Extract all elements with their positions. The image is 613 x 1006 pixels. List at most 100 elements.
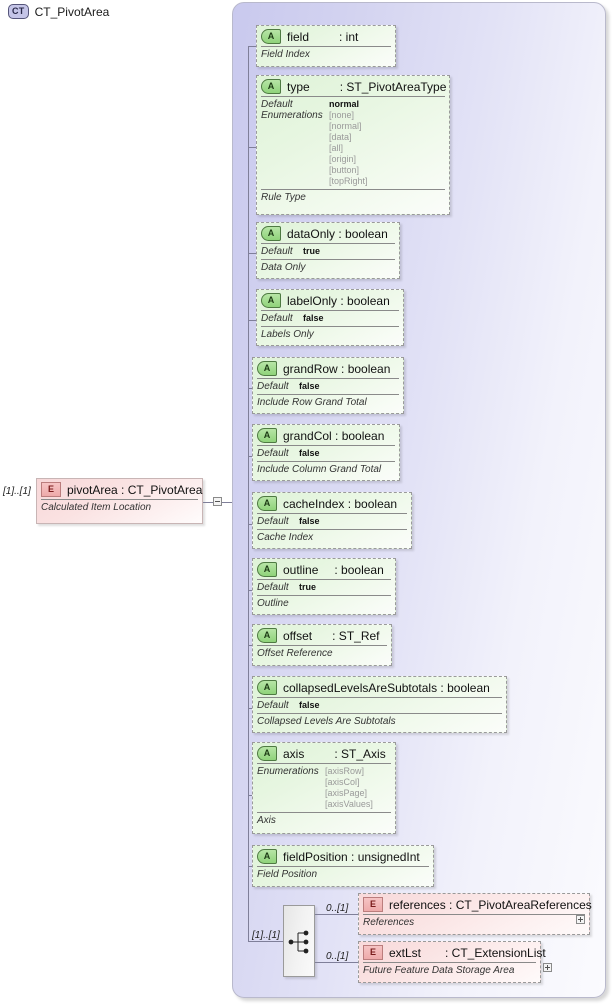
attribute-badge-icon: A xyxy=(257,562,277,577)
attribute-spine xyxy=(248,46,249,941)
rule-value-default: false xyxy=(299,700,320,710)
attribute-badge-icon: A xyxy=(257,746,277,761)
attribute-name-outline: outline xyxy=(283,562,319,577)
enum-value: [axisCol] xyxy=(325,777,360,787)
attribute-header-axis: A axis : ST_Axis xyxy=(253,743,395,763)
attribute-doc-outline: Outline xyxy=(257,595,391,612)
attribute-rules-cacheindex: Default false xyxy=(257,513,407,529)
connector-attr-dataonly xyxy=(248,253,256,254)
attribute-name-axis: axis xyxy=(283,746,305,761)
enum-value: [axisPage] xyxy=(325,788,368,798)
attribute-doc-fieldposition: Field Position xyxy=(257,866,429,883)
attribute-doc-axis: Axis xyxy=(257,812,391,829)
attribute-name-offset: offset xyxy=(283,628,313,643)
attribute-badge-icon: A xyxy=(257,680,277,695)
attribute-doc-type: Rule Type xyxy=(261,189,445,206)
element-box-extlst[interactable]: E extLst : CT_ExtensionList Future Featu… xyxy=(358,941,546,983)
attribute-name-type: type xyxy=(287,79,310,94)
rule-label-default: Default xyxy=(257,516,289,527)
attribute-box-cacheindex[interactable]: A cacheIndex : boolean Default false Cac… xyxy=(252,492,412,549)
attribute-box-field[interactable]: A field : int Field Index xyxy=(256,25,396,67)
collapse-toggle-root[interactable] xyxy=(213,497,222,506)
enum-value: [normal] xyxy=(329,121,362,131)
enum-value: [none] xyxy=(329,110,355,120)
attribute-name-field: field xyxy=(287,29,310,44)
attribute-box-outline[interactable]: A outline : boolean Default true Outline xyxy=(252,558,396,615)
attribute-header-field: A field : int xyxy=(257,26,395,46)
element-name-references: references : CT_PivotAreaReferences xyxy=(389,897,592,912)
attribute-badge-icon: A xyxy=(257,361,277,376)
attribute-doc-offset: Offset Reference xyxy=(257,645,387,662)
element-box-pivotarea[interactable]: E pivotArea : CT_PivotArea Calculated It… xyxy=(36,478,203,524)
element-doc-extlst: Future Feature Data Storage Area xyxy=(363,962,536,979)
attribute-name-fieldposition: fieldPosition : unsignedInt xyxy=(283,849,420,864)
attribute-box-type[interactable]: A type : ST_PivotAreaType Default normal… xyxy=(256,75,450,215)
rule-label-default: Default xyxy=(257,448,289,459)
rule-label-default: Default xyxy=(261,246,293,257)
attribute-rules-collapsedlevels: Default false xyxy=(257,697,502,713)
attribute-header-offset: A offset : ST_Ref xyxy=(253,625,391,645)
attribute-doc-labelonly: Labels Only xyxy=(261,326,399,343)
rule-value-default: normal xyxy=(329,99,360,109)
connector-sequence-extlst xyxy=(315,962,358,963)
attribute-badge-icon: A xyxy=(257,849,277,864)
connector-sequence-references xyxy=(315,914,358,915)
attribute-name-labelonly: labelOnly : boolean xyxy=(287,293,390,308)
attribute-rules-axis: Enumerations [axisRow] [axisCol] [axisPa… xyxy=(257,763,391,812)
attribute-box-offset[interactable]: A offset : ST_Ref Offset Reference xyxy=(252,624,392,666)
rule-value-default: false xyxy=(299,381,320,391)
attribute-rules-dataonly: Default true xyxy=(261,243,395,259)
enum-value: [axisValues] xyxy=(325,799,373,809)
rule-values-enumerations: [none] [normal] [data] [all] [origin] [b… xyxy=(329,110,368,187)
attribute-name-dataonly: dataOnly : boolean xyxy=(287,226,388,241)
expand-toggle-references[interactable] xyxy=(576,915,585,924)
expand-toggle-extlst[interactable] xyxy=(543,963,552,972)
element-header-pivotarea: E pivotArea : CT_PivotArea xyxy=(37,479,202,499)
rule-label-default: Default xyxy=(257,381,289,392)
attribute-header-dataonly: A dataOnly : boolean xyxy=(257,223,399,243)
cardinality-references: 0..[1] xyxy=(326,903,349,914)
element-type-extlst: : CT_ExtensionList xyxy=(445,945,546,960)
attribute-header-fieldposition: A fieldPosition : unsignedInt xyxy=(253,846,433,866)
attribute-type-axis: : ST_Axis xyxy=(334,746,386,761)
attribute-type-outline: : boolean xyxy=(334,562,384,577)
element-name-pivotarea: pivotArea : CT_PivotArea xyxy=(67,482,203,497)
attribute-rules-labelonly: Default false xyxy=(261,310,399,326)
attribute-header-collapsedlevels: A collapsedLevelsAreSubtotals : boolean xyxy=(253,677,506,697)
attribute-box-dataonly[interactable]: A dataOnly : boolean Default true Data O… xyxy=(256,222,400,279)
attribute-box-axis[interactable]: A axis : ST_Axis Enumerations [axisRow] … xyxy=(252,742,396,834)
element-badge-icon: E xyxy=(41,482,61,497)
cardinality-extlst: 0..[1] xyxy=(326,951,349,962)
attribute-badge-icon: A xyxy=(261,226,281,241)
rule-label-enumerations: Enumerations xyxy=(257,766,319,777)
element-badge-icon: E xyxy=(363,945,383,960)
sequence-icon xyxy=(288,930,309,954)
attribute-badge-icon: A xyxy=(257,496,277,511)
connector-to-sequence xyxy=(248,941,283,942)
enum-value: [axisRow] xyxy=(325,766,365,776)
attribute-box-collapsedlevels[interactable]: A collapsedLevelsAreSubtotals : boolean … xyxy=(252,676,507,733)
attribute-box-grandcol[interactable]: A grandCol : boolean Default false Inclu… xyxy=(252,424,400,481)
attribute-box-fieldposition[interactable]: A fieldPosition : unsignedInt Field Posi… xyxy=(252,845,434,887)
enum-value: [button] xyxy=(329,165,360,175)
attribute-type-offset: : ST_Ref xyxy=(332,628,380,643)
attribute-doc-field: Field Index xyxy=(261,46,391,63)
rule-value-default: true xyxy=(303,246,321,256)
attribute-doc-dataonly: Data Only xyxy=(261,259,395,276)
attribute-header-cacheindex: A cacheIndex : boolean xyxy=(253,493,411,513)
attribute-badge-icon: A xyxy=(257,628,277,643)
sequence-compositor[interactable] xyxy=(283,905,315,977)
attribute-rules-outline: Default true xyxy=(257,579,391,595)
rule-values-enumerations: [axisRow] [axisCol] [axisPage] [axisValu… xyxy=(325,766,373,810)
attribute-type-type: : ST_PivotAreaType xyxy=(339,79,447,94)
complex-type-header: CT CT_PivotArea xyxy=(8,4,109,19)
attribute-box-labelonly[interactable]: A labelOnly : boolean Default false Labe… xyxy=(256,289,404,346)
attribute-badge-icon: A xyxy=(261,293,281,308)
attribute-doc-grandrow: Include Row Grand Total xyxy=(257,394,399,411)
attribute-rules-grandcol: Default false xyxy=(257,445,395,461)
attribute-box-grandrow[interactable]: A grandRow : boolean Default false Inclu… xyxy=(252,357,404,414)
rule-value-default: true xyxy=(299,582,317,592)
rule-label-enumerations: Enumerations xyxy=(261,110,323,121)
element-box-references[interactable]: E references : CT_PivotAreaReferences Re… xyxy=(358,893,592,935)
rule-label-default: Default xyxy=(261,313,293,324)
